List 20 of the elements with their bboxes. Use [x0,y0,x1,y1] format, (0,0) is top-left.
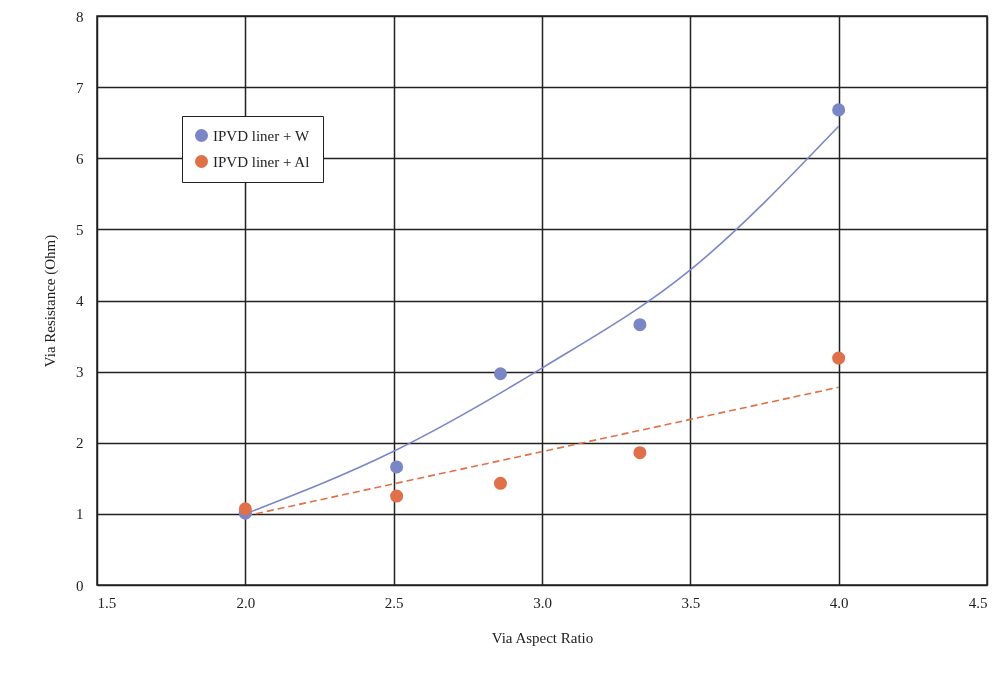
x-tick-label: 3.0 [533,594,552,611]
y-tick-label: 3 [76,364,84,381]
y-tick-label: 2 [76,435,84,452]
y-tick-label: 6 [76,150,84,167]
y-tick-label: 7 [76,79,84,96]
x-tick-label: 3.5 [681,594,701,611]
y-tick-label: 0 [76,577,84,594]
x-tick-label: 1.5 [97,594,117,611]
y-tick-label: 5 [76,221,84,238]
x-axis-title: Via Aspect Ratio [491,629,594,646]
x-tick-label: 4.0 [829,594,849,611]
y-tick-label: 4 [76,293,84,309]
legend-label: IPVD liner + W [213,127,310,144]
x-tick-label: 4.5 [968,594,988,611]
y-tick-label: 8 [76,8,84,25]
x-tick-label: 2.0 [236,594,256,611]
y-tick-label: 1 [76,506,84,523]
x-tick-label: 2.5 [384,594,404,611]
legend-label: IPVD liner + Al [213,153,310,170]
y-axis-title: Via Resistance (Ohm) [42,234,59,368]
